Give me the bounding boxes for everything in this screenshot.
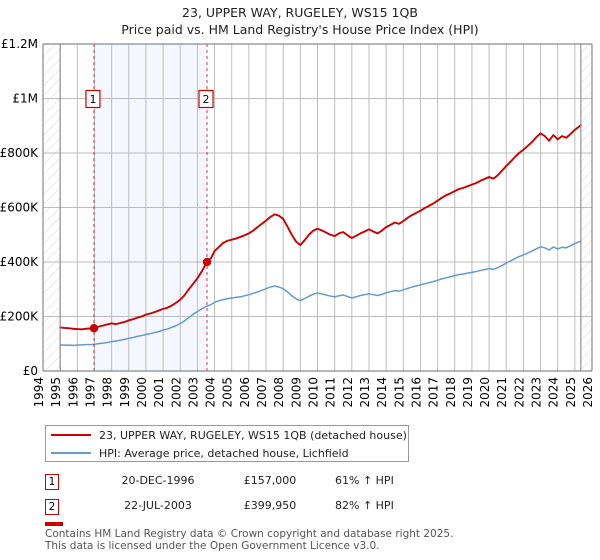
- page-title: 23, UPPER WAY, RUGELEY, WS15 1QB: [182, 5, 418, 20]
- x-axis-tick-label: 2019: [461, 377, 475, 408]
- y-axis-tick-label: £0: [23, 364, 38, 378]
- x-axis-tick-label: 1998: [101, 377, 115, 408]
- series-line-hpi: [59, 240, 582, 347]
- x-axis-tick-label: 2018: [444, 377, 458, 408]
- legend-swatch-red-icon: [51, 434, 91, 436]
- x-axis-tick-label: 2022: [512, 377, 526, 408]
- x-axis-tick-label: 2015: [392, 377, 406, 408]
- legend-label-property: 23, UPPER WAY, RUGELEY, WS15 1QB (detach…: [99, 428, 407, 442]
- footer-accent-bar: [45, 522, 63, 526]
- series-line-property: [59, 124, 582, 331]
- x-axis-tick-label: 2004: [204, 377, 218, 408]
- x-axis-tick-label: 2000: [135, 377, 149, 408]
- x-axis-tick-label: 2024: [547, 377, 561, 408]
- transaction-price-1: £157,000: [243, 474, 297, 487]
- x-axis-tick-label: 2021: [495, 377, 509, 408]
- y-axis-tick-label: £400K: [0, 255, 39, 269]
- x-axis-tick-label: 2007: [255, 377, 269, 408]
- x-axis-tick-label: 2010: [307, 377, 321, 408]
- marker-label-box-2: [198, 89, 214, 109]
- transaction-date-1: 20-DEC-1996: [121, 474, 195, 487]
- x-axis-tick-label: 2026: [581, 377, 595, 408]
- y-axis-tick-label: £1.2M: [1, 37, 38, 51]
- legend-swatch-blue-icon: [51, 452, 91, 454]
- y-axis-tick-label: £800K: [0, 146, 39, 160]
- x-axis-tick-label: 2005: [221, 377, 235, 408]
- transaction-price-2: £399,950: [243, 499, 297, 512]
- legend-item-hpi: HPI: Average price, detached house, Lich…: [46, 444, 408, 462]
- x-axis-tick-label: 2003: [186, 377, 200, 408]
- x-axis-tick-label: 2009: [289, 377, 303, 408]
- x-axis-tick-label: 1996: [66, 377, 80, 408]
- chart-legend: 23, UPPER WAY, RUGELEY, WS15 1QB (detach…: [45, 425, 409, 462]
- marker-point-1: [89, 324, 99, 333]
- y-axis-tick-label: £200K: [0, 310, 39, 324]
- x-axis-tick-label: 2016: [409, 377, 423, 408]
- x-axis-tick-label: 1995: [49, 377, 63, 408]
- y-axis-tick-label: £1M: [12, 92, 38, 106]
- x-axis-tick-label: 1994: [32, 377, 46, 408]
- transaction-badge-2: 2: [45, 499, 59, 515]
- x-axis-tick-label: 2020: [478, 377, 492, 408]
- transaction-badge-1: 1: [45, 474, 59, 490]
- footer-line-2: This data is licensed under the Open Gov…: [45, 540, 380, 552]
- table-row: 1 20-DEC-1996 £157,000 61% ↑ HPI: [45, 472, 465, 497]
- x-axis-tick-label: 2008: [272, 377, 286, 408]
- chart-title: 23, UPPER WAY, RUGELEY, WS15 1QB Price p…: [0, 4, 600, 38]
- page-subtitle: Price paid vs. HM Land Registry's House …: [121, 22, 479, 37]
- x-axis-tick-label: 1997: [83, 377, 97, 408]
- x-axis-tick-label: 2017: [427, 377, 441, 408]
- y-axis-tick-label: £600K: [0, 201, 39, 215]
- transaction-date-2: 22-JUL-2003: [124, 499, 192, 512]
- x-axis-tick-label: 2011: [324, 377, 338, 408]
- legend-item-property: 23, UPPER WAY, RUGELEY, WS15 1QB (detach…: [46, 426, 408, 444]
- x-axis-tick-label: 2023: [530, 377, 544, 408]
- transaction-table: 1 20-DEC-1996 £157,000 61% ↑ HPI 2 22-JU…: [45, 472, 465, 522]
- x-axis-tick-label: 2002: [169, 377, 183, 408]
- legend-label-hpi: HPI: Average price, detached house, Lich…: [99, 446, 349, 460]
- transaction-hpi-1: 61% ↑ HPI: [335, 474, 394, 487]
- x-axis-tick-label: 2001: [152, 377, 166, 408]
- marker-label-2: 2: [203, 93, 210, 106]
- x-axis-tick-label: 2006: [238, 377, 252, 408]
- x-axis-tick-label: 2013: [358, 377, 372, 408]
- footer-attribution: Contains HM Land Registry data © Crown c…: [45, 528, 585, 552]
- x-axis-tick-label: 2012: [341, 377, 355, 408]
- transaction-hpi-2: 82% ↑ HPI: [335, 499, 394, 512]
- x-axis-tick-label: 2014: [375, 377, 389, 408]
- footer-line-1: Contains HM Land Registry data © Crown c…: [45, 528, 454, 540]
- marker-label-1: 1: [89, 93, 96, 106]
- table-row: 2 22-JUL-2003 £399,950 82% ↑ HPI: [45, 497, 465, 522]
- marker-point-2: [202, 257, 212, 267]
- x-axis-tick-label: 1999: [118, 377, 132, 408]
- x-axis-tick-label: 2025: [564, 377, 578, 408]
- marker-label-box-1: [85, 89, 101, 109]
